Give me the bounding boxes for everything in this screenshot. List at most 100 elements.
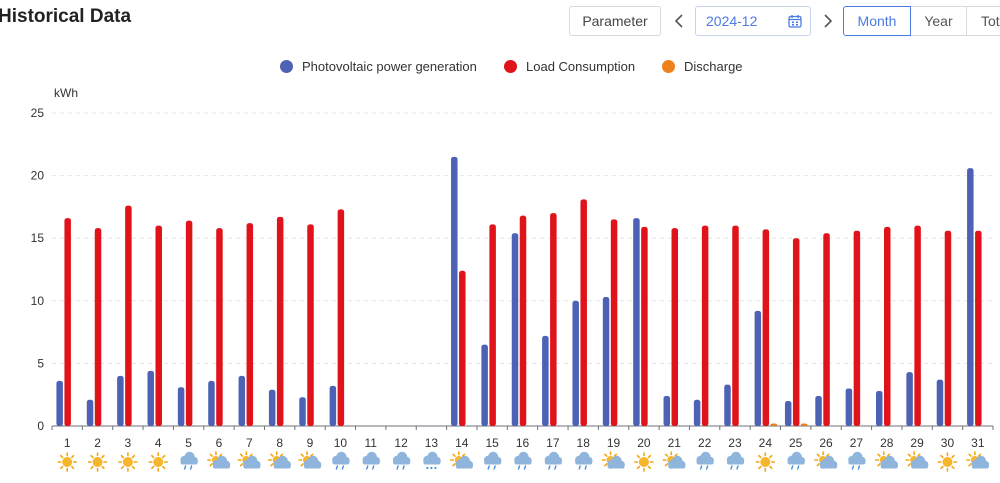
bar-load <box>519 215 527 426</box>
partly-cloudy-weather-icon <box>298 451 322 469</box>
bar-load <box>94 228 102 426</box>
bar-pv <box>633 218 640 426</box>
x-tick-label: 4 <box>155 436 162 450</box>
rain-weather-icon <box>696 451 714 470</box>
x-tick-label: 9 <box>307 436 314 450</box>
rain-weather-icon <box>726 451 745 470</box>
bar-pv <box>542 335 549 426</box>
partly-cloudy-weather-icon <box>207 451 231 469</box>
y-tick-label: 0 <box>37 419 44 433</box>
y-tick-label: 15 <box>31 231 45 245</box>
partly-cloudy-weather-icon <box>874 451 899 469</box>
bar-load <box>580 199 587 426</box>
x-tick-label: 2 <box>94 436 101 450</box>
sunny-weather-icon <box>148 452 169 472</box>
legend-label-pv: Photovoltaic power generation <box>302 59 477 74</box>
x-tick-label: 15 <box>485 436 499 450</box>
x-tick-label: 11 <box>364 436 377 450</box>
month-picker-value: 2024-12 <box>706 13 758 29</box>
partly-cloudy-weather-icon <box>601 451 625 469</box>
bar-pv <box>329 385 337 426</box>
bar-pv <box>511 233 519 426</box>
bar-load <box>944 230 952 426</box>
bar-load <box>853 230 861 426</box>
bar-pv <box>784 400 792 426</box>
x-tick-label: 20 <box>637 436 651 450</box>
month-picker-input[interactable]: 2024-12 <box>695 6 811 36</box>
bar-pv <box>663 395 671 426</box>
rain-weather-icon <box>848 451 866 470</box>
bar-load <box>975 230 982 426</box>
tab-month[interactable]: Month <box>843 6 911 36</box>
bar-load <box>610 219 618 426</box>
y-tick-label: 25 <box>31 106 45 120</box>
bar-load <box>155 225 162 426</box>
legend-label-discharge: Discharge <box>684 59 743 74</box>
bar-pv <box>117 375 124 426</box>
tab-year[interactable]: Year <box>910 6 967 36</box>
bar-load <box>732 225 739 426</box>
legend-dot-discharge <box>662 60 675 73</box>
bar-pv <box>208 380 215 426</box>
x-tick-label: 13 <box>425 436 439 450</box>
x-tick-label: 23 <box>728 436 742 450</box>
x-tick-label: 25 <box>789 436 803 450</box>
chevron-left-icon[interactable] <box>669 6 689 36</box>
partly-cloudy-weather-icon <box>449 451 474 469</box>
bar-pv <box>299 397 306 426</box>
bar-pv <box>86 399 94 426</box>
bar-load <box>185 220 193 426</box>
x-tick-label: 30 <box>941 436 955 450</box>
bar-load <box>823 233 830 426</box>
tab-total[interactable]: Tot <box>966 6 1000 36</box>
partly-cloudy-weather-icon <box>814 451 838 469</box>
bar-pv <box>572 300 579 426</box>
legend-item-load[interactable]: Load Consumption <box>504 59 635 74</box>
legend-item-discharge[interactable]: Discharge <box>662 59 743 74</box>
rain-weather-icon <box>332 451 350 470</box>
rain-weather-icon <box>575 451 593 470</box>
bar-pv <box>481 344 488 426</box>
rain-weather-icon <box>180 451 198 470</box>
x-tick-label: 21 <box>668 436 682 450</box>
bar-pv <box>967 168 974 426</box>
partly-cloudy-weather-icon <box>662 451 686 469</box>
rain-weather-icon <box>362 451 381 470</box>
chart-legend: Photovoltaic power generation Load Consu… <box>0 59 1000 79</box>
rain-weather-icon <box>392 451 411 470</box>
x-tick-label: 22 <box>698 436 712 450</box>
bar-load <box>884 226 891 426</box>
x-tick-label: 3 <box>125 436 132 450</box>
bar-load <box>914 225 921 426</box>
bar-load <box>64 218 71 426</box>
chevron-right-icon[interactable] <box>818 6 838 36</box>
x-tick-label: 27 <box>850 436 864 450</box>
bar-pv <box>936 379 944 426</box>
bar-load <box>276 216 284 426</box>
x-tick-label: 16 <box>516 436 530 450</box>
bar-discharge <box>770 423 778 426</box>
bar-load <box>216 228 223 426</box>
y-axis-unit-label: kWh <box>54 86 78 100</box>
sunny-weather-icon <box>87 452 108 472</box>
partly-cloudy-weather-icon <box>267 451 291 469</box>
sunny-weather-icon <box>755 452 776 472</box>
x-tick-label: 14 <box>455 436 469 450</box>
range-tabs: Month Year Tot <box>843 6 1000 36</box>
partly-cloudy-weather-icon <box>237 451 261 469</box>
bar-pv <box>815 395 822 426</box>
bar-pv <box>56 380 63 426</box>
y-tick-label: 10 <box>31 294 45 308</box>
calendar-icon[interactable] <box>788 14 802 28</box>
sunny-weather-icon <box>634 452 654 472</box>
legend-item-pv[interactable]: Photovoltaic power generation <box>280 59 477 74</box>
bar-pv <box>845 388 853 426</box>
x-tick-label: 7 <box>246 436 253 450</box>
x-tick-label: 17 <box>546 436 560 450</box>
parameter-button[interactable]: Parameter <box>569 6 661 36</box>
x-tick-label: 8 <box>276 436 283 450</box>
x-tick-label: 29 <box>910 436 924 450</box>
bar-load <box>459 270 466 426</box>
legend-label-load: Load Consumption <box>526 59 636 74</box>
bar-pv <box>238 375 246 426</box>
